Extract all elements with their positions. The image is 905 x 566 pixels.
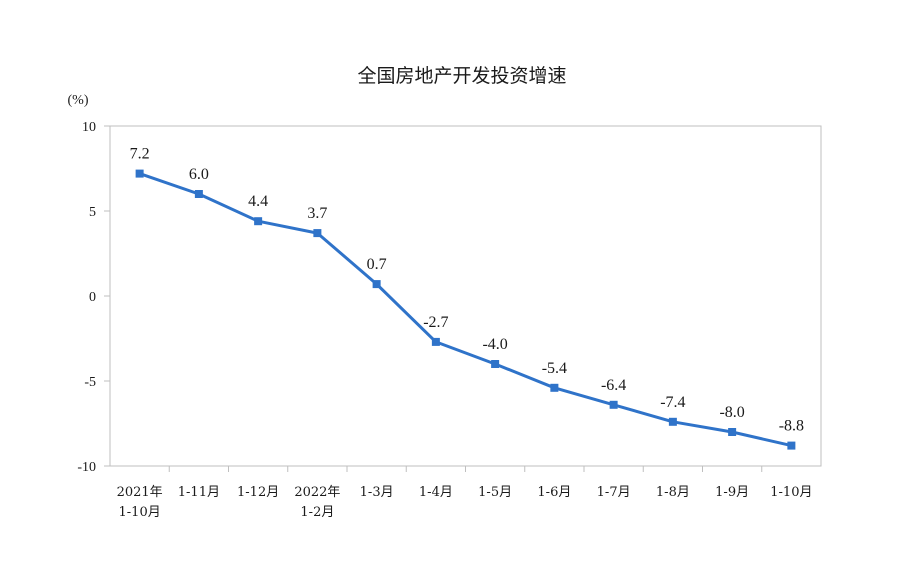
data-point: [728, 428, 737, 436]
data-label: 6.0: [189, 166, 209, 183]
data-label: 7.2: [130, 146, 150, 163]
data-point: [194, 190, 203, 198]
y-axis: 10 5 0 -5 -10: [77, 120, 110, 475]
chart-title: 全国房地产开发投资增速: [357, 65, 566, 87]
x-tick-label: 1-6月: [537, 485, 571, 500]
data-label: -2.7: [423, 314, 448, 331]
x-tick-label: 1-10月: [770, 485, 812, 500]
x-tick-label: 1-8月: [656, 485, 690, 500]
data-point: [313, 229, 322, 238]
data-point: [135, 169, 144, 178]
y-tick-label: 10: [82, 120, 96, 135]
data-label: -7.4: [660, 394, 685, 411]
x-axis: 2021年 1-10月 1-11月 1-12月 2022年 1-2月 1-3月 1-4月 1-5…: [117, 466, 812, 520]
plot-frame: [109, 125, 822, 467]
series-line: [139, 172, 792, 448]
data-label: 0.7: [367, 256, 387, 273]
data-point: [787, 441, 796, 450]
x-tick-label: 1-7月: [597, 485, 631, 500]
x-tick-label: 2022年: [294, 485, 340, 500]
data-point: [431, 337, 440, 346]
x-tick-label: 1-3月: [360, 485, 394, 500]
y-unit-label: (%): [68, 93, 89, 108]
data-label: 3.7: [307, 205, 327, 222]
x-tick-label: 1-9月: [715, 485, 749, 500]
x-tick-label: 2021年: [117, 485, 163, 500]
data-label: -6.4: [601, 377, 626, 394]
data-point: [550, 383, 559, 392]
y-tick-label: -5: [84, 375, 96, 390]
x-tick-label: 1-11月: [178, 485, 220, 500]
data-label: -8.0: [719, 404, 744, 421]
data-point: [668, 417, 677, 426]
y-tick-label: 5: [89, 205, 96, 220]
data-point: [372, 280, 381, 289]
data-point: [254, 217, 263, 226]
x-tick-label: 1-4月: [419, 485, 453, 500]
series-group: 7.2 6.0 4.4 3.7 0.7 -2.7 -4.0 -5.4 -6.4 -7.4 -8.0 -…: [130, 146, 804, 450]
x-tick-label: 1-2月: [300, 505, 334, 520]
x-tick-label: 1-10月: [119, 505, 161, 520]
data-label: -8.8: [779, 418, 804, 435]
x-tick-label: 1-12月: [237, 485, 279, 500]
y-tick-label: 0: [89, 290, 96, 305]
data-point: [491, 360, 500, 368]
y-tick-label: -10: [77, 460, 96, 475]
data-label: -5.4: [542, 360, 567, 377]
data-label: -4.0: [482, 336, 507, 353]
data-label: 4.4: [248, 193, 268, 210]
data-point: [609, 400, 618, 409]
x-tick-label: 1-5月: [478, 485, 512, 500]
